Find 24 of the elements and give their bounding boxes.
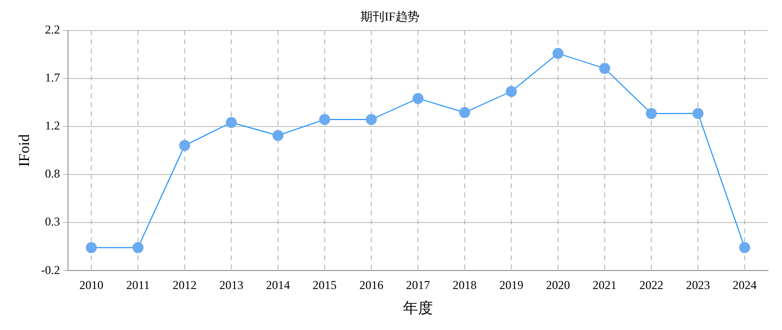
x-tick-label: 2021 (592, 278, 617, 292)
x-tick-label: 2022 (639, 278, 664, 292)
x-tick-label: 2020 (546, 278, 570, 292)
y-tick-label: -0.2 (40, 262, 60, 277)
x-tick-label: 2016 (359, 278, 384, 292)
y-tick-label: 1.2 (44, 118, 60, 133)
y-tick-label: 1.7 (44, 70, 60, 85)
x-tick-label: 2012 (172, 278, 197, 292)
x-tick-label: 2024 (732, 278, 757, 292)
chart-title: 期刊IF趋势 (360, 9, 420, 24)
x-tick-label: 2013 (219, 278, 244, 292)
x-tick-label: 2010 (79, 278, 104, 292)
y-tick-label: 0.3 (44, 214, 60, 229)
x-axis-title: 年度 (403, 300, 433, 317)
x-tick-label: 2014 (266, 278, 290, 292)
y-tick-label: 2.2 (44, 22, 60, 37)
x-tick-label: 2019 (499, 278, 524, 292)
x-tick-label: 2018 (452, 278, 477, 292)
y-axis-title: IFoid (16, 134, 33, 167)
x-tick-label: 2023 (686, 278, 710, 292)
x-tick-label: 2011 (126, 278, 150, 292)
x-tick-label: 2015 (312, 278, 337, 292)
x-tick-label: 2017 (406, 278, 430, 292)
y-tick-label: 0.8 (44, 166, 60, 181)
